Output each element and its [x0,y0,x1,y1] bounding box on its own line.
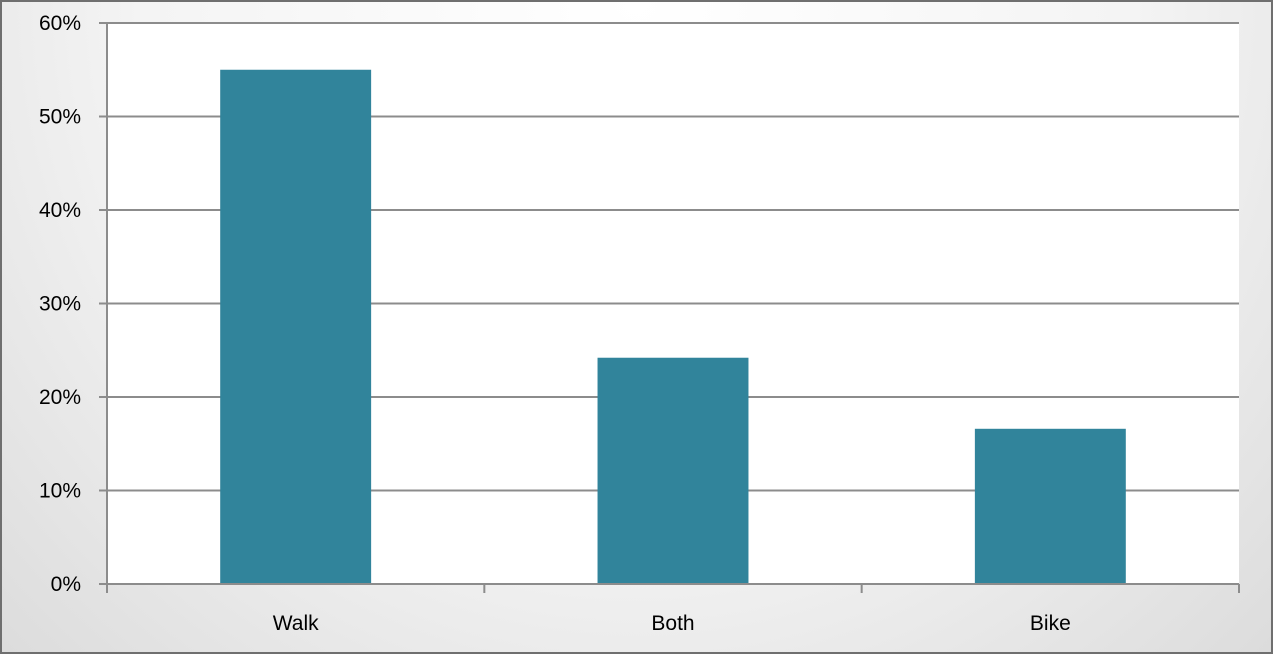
x-tick-label: Both [651,612,694,635]
bars [220,69,1126,584]
bar-walk [220,69,372,584]
labels: 0% 10% 20% 30% 40% 50% 60% Walk Both Bike [39,12,1071,635]
x-tick-label: Bike [1030,612,1071,635]
axes [99,22,1240,593]
y-tick-label: 30% [39,293,81,316]
y-tick-label: 60% [39,12,81,35]
y-tick-label: 50% [39,106,81,129]
y-tick-label: 0% [51,573,81,596]
bar-both [597,357,749,584]
x-tick-label: Walk [273,612,319,635]
y-tick-label: 10% [39,480,81,503]
y-tick-label: 40% [39,199,81,222]
y-tick-label: 20% [39,386,81,409]
bar-bike [974,428,1126,584]
